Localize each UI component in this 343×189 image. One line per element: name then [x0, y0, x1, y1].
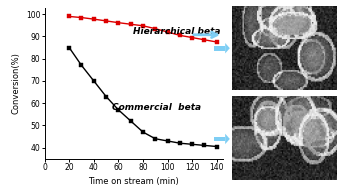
X-axis label: Time on stream (min): Time on stream (min): [88, 177, 179, 187]
Text: Hierarchical beta: Hierarchical beta: [133, 27, 221, 36]
Text: Commercial  beta: Commercial beta: [112, 103, 201, 112]
Y-axis label: Conversion(%): Conversion(%): [11, 52, 20, 114]
